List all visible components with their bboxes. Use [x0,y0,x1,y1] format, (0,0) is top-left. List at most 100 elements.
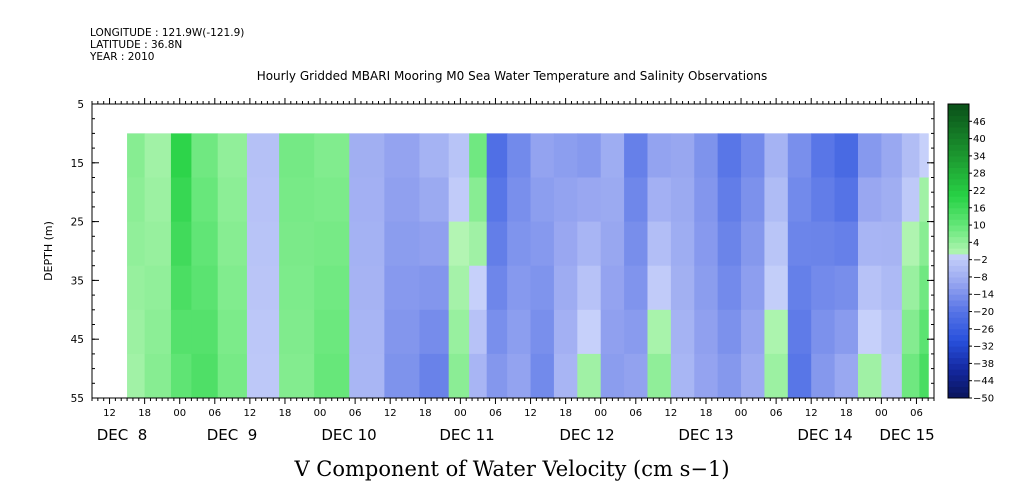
heatmap-cell [486,265,508,311]
heatmap-cell [217,133,248,179]
colorbar-frame [947,103,970,399]
heatmap-cell [507,309,532,355]
heatmap-cell [811,265,836,311]
heatmap-cell [577,177,602,223]
colorbar-swatch [948,374,969,382]
y-axis-label: DEPTH (m) [42,221,55,281]
heatmap-cell [600,177,625,223]
heatmap-cell [624,265,649,311]
heatmap-cell [787,309,812,355]
heatmap-cell [419,353,450,398]
heatmap-cell [670,265,695,311]
colorbar-swatch [948,213,969,220]
heatmap-cell [170,177,193,223]
heatmap-cell [647,265,672,311]
heatmap-cell [144,265,172,311]
heatmap-cell [419,177,450,223]
heatmap-cell [127,221,146,267]
heatmap-cell [217,265,248,311]
colorbar-swatch [948,121,969,128]
heatmap-cell [144,353,172,398]
colorbar-swatch [948,294,969,301]
heatmap-cell [600,221,625,267]
heatmap-cell [217,221,248,267]
heatmap-cell [469,353,488,398]
heatmap-cell [857,177,882,223]
heatmap-cell [764,177,789,223]
heatmap-cell [577,353,602,398]
x-hour-label: 18 [138,408,151,419]
heatmap-cell [647,309,672,355]
heatmap-cell [507,221,532,267]
colorbar-label: −20 [973,307,994,318]
heatmap-cell [624,309,649,355]
heatmap-cell [670,309,695,355]
heatmap-cell [384,133,421,179]
heatmap-cell [448,309,470,355]
heatmap-cell [217,309,248,355]
heatmap-cell [919,221,929,267]
heatmap-cell [764,133,789,179]
heatmap-cell [314,133,350,179]
heatmap-cell [469,221,488,267]
velocity-heatmap [127,133,929,398]
heatmap-cell [419,309,450,355]
heatmap-cell [191,265,219,311]
heatmap-cell [694,265,719,311]
heatmap-cell [577,133,602,179]
heatmap-cell [246,177,280,223]
x-hour-label: 06 [489,408,502,419]
heatmap-cell [170,353,193,398]
heatmap-cell [647,133,672,179]
heatmap-cell [577,221,602,267]
colorbar-swatch [948,282,969,289]
heatmap-cell [600,133,625,179]
heatmap-cell [717,133,742,179]
x-hour-label: 00 [735,408,748,419]
heatmap-cell [553,221,578,267]
colorbar-swatch [948,253,969,261]
x-hour-label: 18 [700,408,713,419]
heatmap-cell [448,133,470,179]
x-hour-label: 00 [594,408,607,419]
heatmap-cell [881,177,903,223]
heatmap-cell [811,177,836,223]
colorbar: 46 40 34 28 22 16 10 4 −2 −8 −14 −20 −26 −32 −38 −44 −50 [947,103,994,405]
colorbar-swatch [948,236,969,243]
colorbar-swatch [948,167,969,174]
heatmap-cell [469,265,488,311]
heatmap-cell [694,177,719,223]
colorbar-swatch [948,132,969,140]
heatmap-cell [901,353,920,398]
colorbar-swatch [948,357,969,364]
heatmap-cell [811,353,836,398]
heatmap-cell [787,265,812,311]
colorbar-label: 34 [973,151,986,162]
heatmap-cell [530,265,555,311]
heatmap-cell [144,177,172,223]
longitude-label: LONGITUDE : 121.9W(-121.9) [90,27,244,39]
heatmap-cell [600,265,625,311]
heatmap-cell [834,221,859,267]
heatmap-cell [670,221,695,267]
heatmap-cell [507,265,532,311]
heatmap-cell [349,177,385,223]
heatmap-cell [419,221,450,267]
colorbar-label: −44 [973,376,994,387]
heatmap-cell [811,309,836,355]
heatmap-cell [834,353,859,398]
x-hour-label: 06 [208,408,221,419]
x-hour-label: 06 [629,408,642,419]
heatmap-cell [694,133,719,179]
y-tick-label: 25 [71,217,84,229]
heatmap-cell [217,353,248,398]
x-hour-label: 06 [770,408,783,419]
y-tick-label: 15 [71,158,84,170]
heatmap-cell [314,353,350,398]
x-hour-label: 06 [349,408,362,419]
x-day-label: DEC 10 [321,426,376,444]
heatmap-cell [600,353,625,398]
colorbar-swatch [948,230,969,238]
heatmap-cell [787,177,812,223]
heatmap-cell [741,221,766,267]
